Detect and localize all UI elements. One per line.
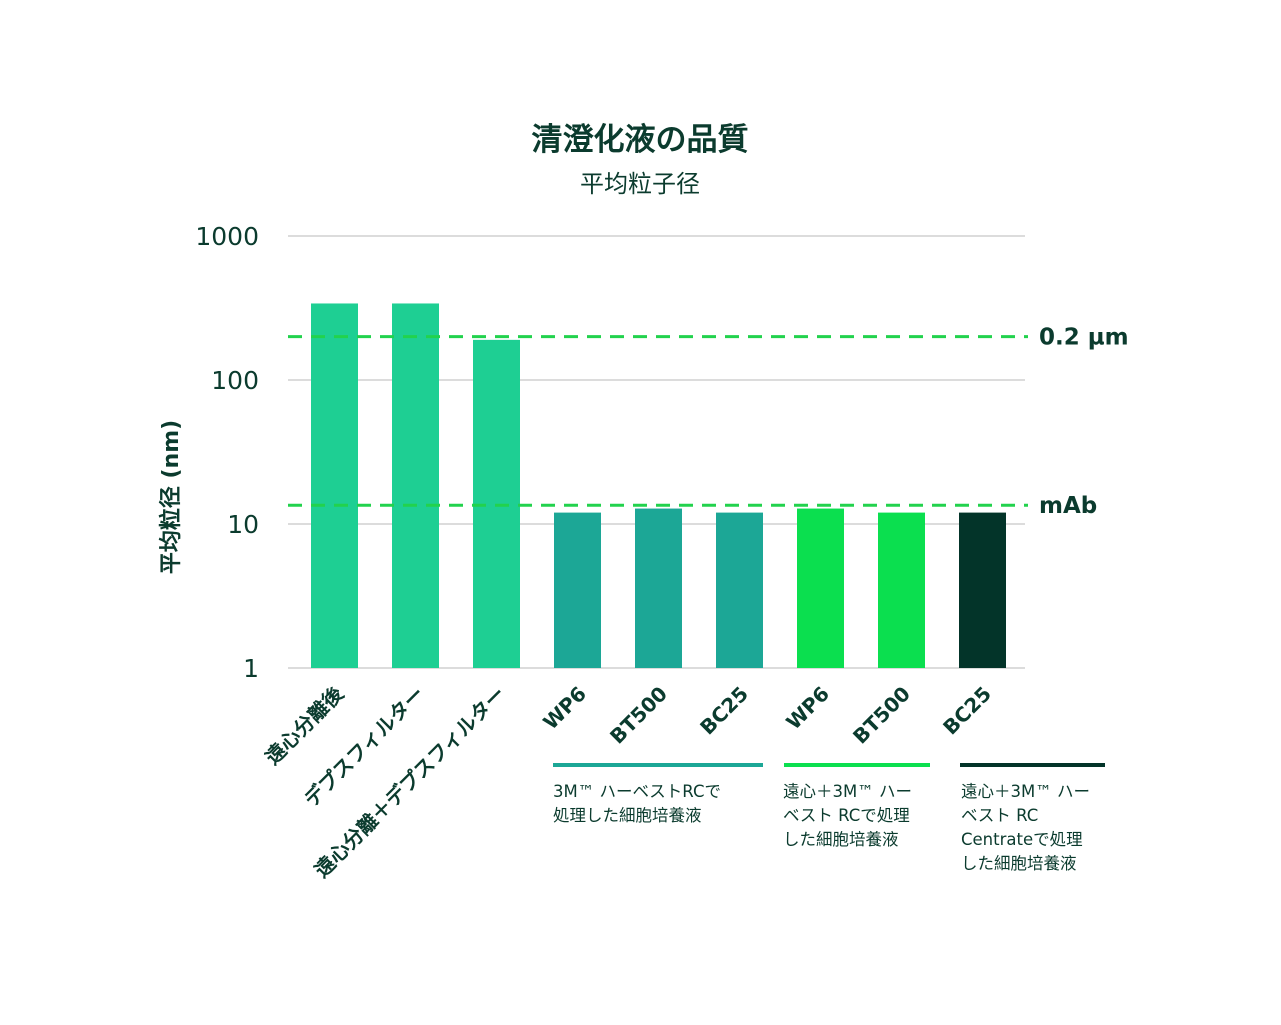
x-tick-label: BC25: [938, 682, 996, 740]
bar-4: [554, 512, 601, 668]
bar-9: [959, 512, 1006, 668]
reference-lines: 0.2 µm mAb: [288, 325, 1129, 519]
bar-5: [635, 508, 682, 668]
y-axis-label: 平均粒径 (nm): [158, 420, 184, 574]
y-tick-label: 100: [211, 366, 259, 395]
bar-6: [716, 512, 763, 668]
x-tick-label: BT500: [848, 682, 915, 749]
bar-8: [878, 512, 925, 668]
y-tick-label: 1000: [195, 222, 259, 251]
reference-line-label: mAb: [1039, 493, 1097, 519]
bar-2: [392, 303, 439, 668]
y-tick-label: 10: [227, 510, 259, 539]
group-label: 遠心＋3M™ ハー ベスト RC Centrateで処理 した細胞培養液: [961, 782, 1090, 873]
reference-line-label: 0.2 µm: [1039, 325, 1129, 351]
chart-title: 清澄化液の品質: [532, 122, 749, 158]
bar-7: [797, 508, 844, 668]
x-tick-label: BC25: [695, 682, 753, 740]
chart-subtitle: 平均粒子径: [580, 170, 700, 198]
bar-1: [311, 303, 358, 668]
x-tick-label: WP6: [781, 682, 834, 735]
group-label: 遠心＋3M™ ハー ベスト RCで処理 した細胞培養液: [783, 782, 912, 849]
x-tick-label: WP6: [538, 682, 591, 735]
group-label: 3M™ ハーベストRCで 処理した細胞培養液: [553, 782, 721, 825]
bars: [311, 303, 1006, 668]
x-tick-label: BT500: [605, 682, 672, 749]
x-tick-label: 遠心分離後: [260, 681, 348, 769]
y-tick-label: 1: [243, 654, 259, 683]
